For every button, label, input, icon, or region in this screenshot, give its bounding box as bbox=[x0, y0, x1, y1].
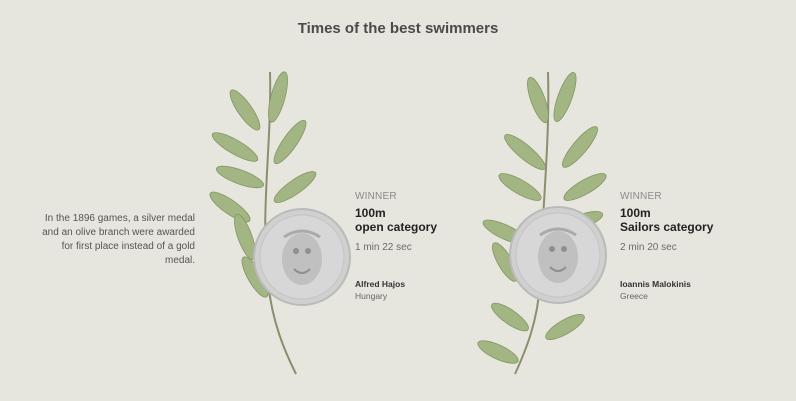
event-time: 2 min 20 sec bbox=[620, 242, 677, 253]
event-distance: 100m bbox=[620, 206, 651, 220]
silver-medal-right bbox=[509, 206, 607, 304]
athlete-name: Ioannis Malokinis bbox=[620, 279, 691, 289]
olive-branch-right bbox=[477, 71, 607, 375]
event-time: 1 min 22 sec bbox=[355, 242, 412, 253]
event-category: Sailors category bbox=[620, 220, 714, 234]
winner-label: WINNER bbox=[620, 191, 662, 202]
olive-branch-left bbox=[209, 71, 317, 375]
winner-card-open: WINNER 100m open category 1 min 22 sec A… bbox=[355, 191, 437, 301]
winner-label: WINNER bbox=[355, 191, 397, 202]
silver-medal-left bbox=[253, 208, 351, 306]
winner-card-sailors: WINNER 100m Sailors category 2 min 20 se… bbox=[620, 191, 713, 301]
side-note: In the 1896 games, a silver medal and an… bbox=[42, 213, 195, 266]
athlete-country: Greece bbox=[620, 291, 648, 301]
athlete-name: Alfred Hajos bbox=[355, 279, 406, 289]
event-name: 100m open category bbox=[355, 206, 437, 234]
event-name: 100m Sailors category bbox=[620, 206, 713, 234]
event-distance: 100m bbox=[355, 206, 386, 220]
page-title: Times of the best swimmers bbox=[297, 20, 499, 37]
event-category: open category bbox=[355, 220, 438, 234]
athlete-country: Hungary bbox=[355, 291, 388, 301]
